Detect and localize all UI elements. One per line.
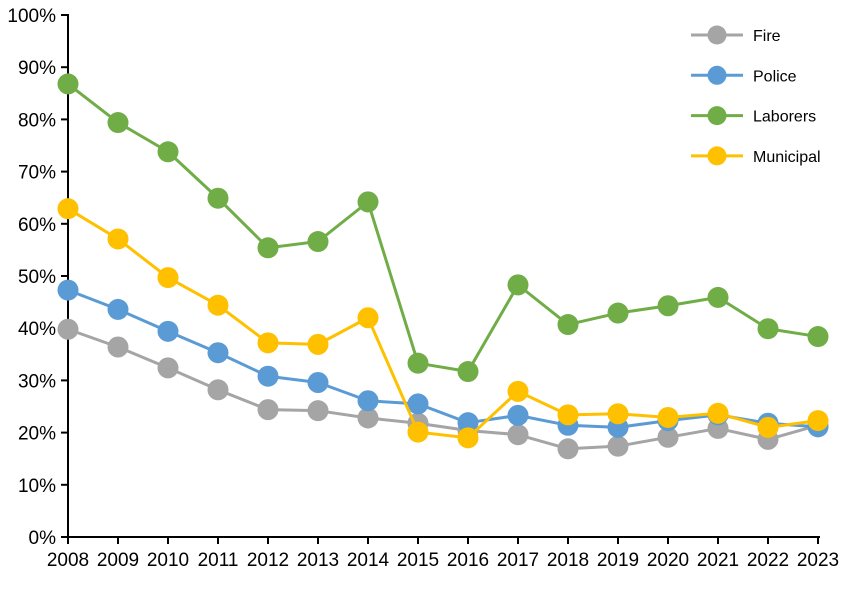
data-point-municipal-2014 [357,307,379,329]
legend-swatch-marker-fire [707,25,727,45]
data-point-laborers-2014 [357,191,379,213]
series-line-municipal [66,207,820,440]
data-point-municipal-2016 [457,427,479,449]
data-point-laborers-2023 [807,326,829,348]
x-axis-tick-label: 2008 [47,550,89,571]
data-point-laborers-2013 [307,231,329,253]
data-point-municipal-2017 [507,380,529,402]
data-point-fire-2019 [607,435,629,457]
legend-swatch-marker-police [707,65,727,85]
data-point-municipal-2012 [257,332,279,354]
data-point-municipal-2023 [807,410,829,432]
y-axis-tick-label: 100% [7,6,56,27]
data-point-fire-2020 [657,426,679,448]
y-axis-tick-label: 90% [18,58,56,79]
data-point-municipal-2009 [107,228,129,250]
x-axis-tick-label: 2009 [97,550,139,571]
data-point-laborers-2021 [707,286,729,308]
data-point-fire-2008 [57,318,79,340]
x-axis-tick-label: 2017 [497,550,539,571]
y-axis-tick-label: 50% [18,267,56,288]
data-point-municipal-2011 [207,294,229,316]
data-point-laborers-2012 [257,237,279,259]
y-axis-tick-label: 60% [18,215,56,236]
series-line-fire [66,327,820,451]
data-point-laborers-2022 [757,318,779,340]
data-point-police-2011 [207,342,229,364]
y-axis-tick-label: 20% [18,424,56,445]
legend-label-municipal: Municipal [753,149,821,166]
data-point-police-2016 [457,412,479,434]
x-axis-tick-label: 2010 [147,550,189,571]
data-point-police-2014 [357,390,379,412]
legend-swatch-marker-municipal [707,146,727,166]
data-point-police-2008 [57,279,79,301]
y-axis-tick-label: 70% [18,163,56,184]
data-point-fire-2010 [157,357,179,379]
x-axis-tick-label: 2015 [397,550,439,571]
legend-label-police: Police [753,68,797,85]
x-axis-tick-label: 2023 [797,550,839,571]
data-point-laborers-2016 [457,361,479,383]
data-point-municipal-2018 [557,404,579,426]
x-axis-tick-label: 2020 [647,550,689,571]
data-point-municipal-2013 [307,333,329,355]
data-point-municipal-2008 [57,198,79,220]
data-point-municipal-2021 [707,402,729,424]
series-line-police [66,288,820,429]
data-point-fire-2018 [557,438,579,460]
x-axis-tick-label: 2019 [597,550,639,571]
data-point-laborers-2015 [407,352,429,374]
data-point-laborers-2020 [657,295,679,317]
y-axis-tick-label: 40% [18,319,56,340]
data-point-laborers-2017 [507,274,529,296]
series-line-laborers [66,82,820,374]
x-axis-tick-label: 2012 [247,550,289,571]
x-axis-tick-label: 2022 [747,550,789,571]
data-point-fire-2014 [357,407,379,429]
data-point-police-2012 [257,365,279,387]
legend-label-fire: Fire [753,28,781,45]
data-point-laborers-2008 [57,73,79,95]
x-axis-tick-label: 2013 [297,550,339,571]
data-point-police-2013 [307,371,329,393]
x-axis-tick-label: 2018 [547,550,589,571]
data-point-municipal-2020 [657,406,679,428]
data-point-laborers-2011 [207,187,229,209]
data-point-municipal-2019 [607,403,629,425]
data-point-fire-2017 [507,424,529,446]
x-axis-tick-label: 2016 [447,550,489,571]
data-point-laborers-2018 [557,314,579,336]
y-axis-tick-label: 30% [18,371,56,392]
data-point-police-2017 [507,404,529,426]
y-axis-tick-label: 80% [18,110,56,131]
x-axis-tick-label: 2014 [347,550,390,571]
data-point-police-2015 [407,393,429,415]
data-point-fire-2009 [107,336,129,358]
data-point-municipal-2022 [757,416,779,438]
data-point-laborers-2010 [157,141,179,163]
y-axis-tick-label: 10% [18,476,56,497]
data-point-fire-2013 [307,400,329,422]
legend-label-laborers: Laborers [753,109,816,126]
x-axis-tick-label: 2021 [697,550,739,571]
data-point-fire-2012 [257,399,279,421]
y-axis-tick-label: 0% [29,528,57,549]
data-point-police-2009 [107,298,129,320]
data-point-police-2010 [157,320,179,342]
legend-swatch-marker-laborers [707,106,727,126]
data-point-municipal-2010 [157,267,179,289]
data-point-laborers-2009 [107,112,129,134]
x-axis-tick-label: 2011 [198,550,239,571]
data-point-fire-2011 [207,379,229,401]
data-point-laborers-2019 [607,302,629,324]
data-point-municipal-2015 [407,421,429,443]
